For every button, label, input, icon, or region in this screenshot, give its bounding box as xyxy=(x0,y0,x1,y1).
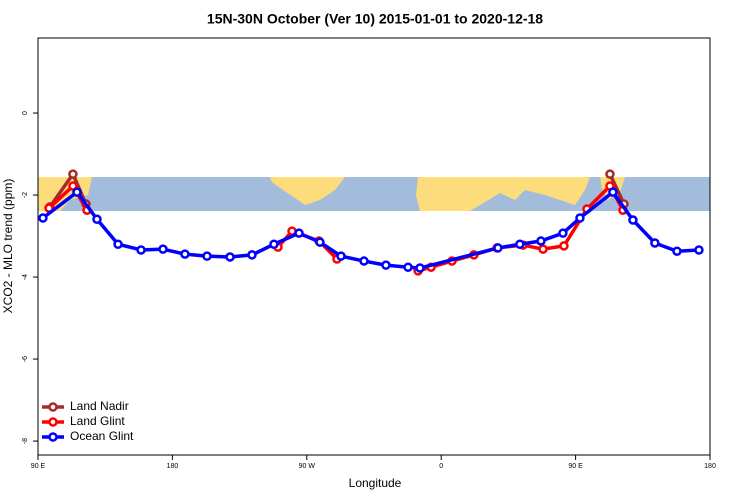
data-point xyxy=(315,237,325,247)
chart-title: 15N-30N October (Ver 10) 2015-01-01 to 2… xyxy=(207,11,543,27)
plot-frame xyxy=(37,37,711,456)
data-point xyxy=(68,169,78,179)
legend-marker xyxy=(48,432,58,442)
data-point xyxy=(225,252,235,262)
x-tick-label: 90 E xyxy=(31,463,46,470)
series xyxy=(38,187,704,273)
y-tick-label: -8 xyxy=(22,438,29,444)
y-tick-label: 0 xyxy=(22,111,29,115)
data-point xyxy=(605,169,615,179)
series-line xyxy=(41,190,700,270)
legend-label: Land Nadir xyxy=(70,399,129,413)
data-point xyxy=(359,256,369,266)
y-axis-label: XCO2 - MLO trend (ppm) xyxy=(1,179,15,314)
data-point xyxy=(158,244,168,254)
data-point xyxy=(403,262,413,272)
data-point xyxy=(515,239,525,249)
data-point xyxy=(202,251,212,261)
data-point xyxy=(92,214,102,224)
data-point xyxy=(68,181,78,191)
x-tick-label: 90 E xyxy=(568,463,583,470)
data-point xyxy=(672,246,682,256)
legend-item: Ocean Glint xyxy=(42,429,134,443)
data-point xyxy=(294,228,304,238)
data-point xyxy=(650,238,660,248)
data-point xyxy=(628,215,638,225)
x-tick-label: 0 xyxy=(439,463,443,470)
data-point xyxy=(608,187,618,197)
data-point xyxy=(180,249,190,259)
legend-label: Ocean Glint xyxy=(70,429,134,443)
data-point xyxy=(694,245,704,255)
y-tick-label: -6 xyxy=(22,356,29,362)
legend-marker xyxy=(48,417,58,427)
data-point xyxy=(538,244,548,254)
data-point xyxy=(558,228,568,238)
data-point xyxy=(575,213,585,223)
data-point xyxy=(536,236,546,246)
x-axis-label: Longitude xyxy=(349,476,402,490)
data-point xyxy=(38,213,48,223)
x-tick-label: 180 xyxy=(167,463,179,470)
land-shape xyxy=(416,177,590,211)
data-point xyxy=(559,241,569,251)
x-tick-label: 90 W xyxy=(299,463,316,470)
y-tick-label: -2 xyxy=(22,192,29,198)
data-point xyxy=(247,250,257,260)
legend-label: Land Glint xyxy=(70,414,125,428)
map-band xyxy=(38,177,710,211)
y-tick-label: -4 xyxy=(22,274,29,280)
data-point xyxy=(269,239,279,249)
data-point xyxy=(136,245,146,255)
data-point xyxy=(415,263,425,273)
x-tick-label: 180 xyxy=(704,463,716,470)
data-point xyxy=(381,260,391,270)
legend-item: Land Nadir xyxy=(42,399,129,413)
data-point xyxy=(113,239,123,249)
legend-marker xyxy=(48,402,58,412)
land-shape xyxy=(270,177,345,205)
data-point xyxy=(336,251,346,261)
data-point xyxy=(493,243,503,253)
legend-item: Land Glint xyxy=(42,414,125,428)
data-point xyxy=(72,187,82,197)
